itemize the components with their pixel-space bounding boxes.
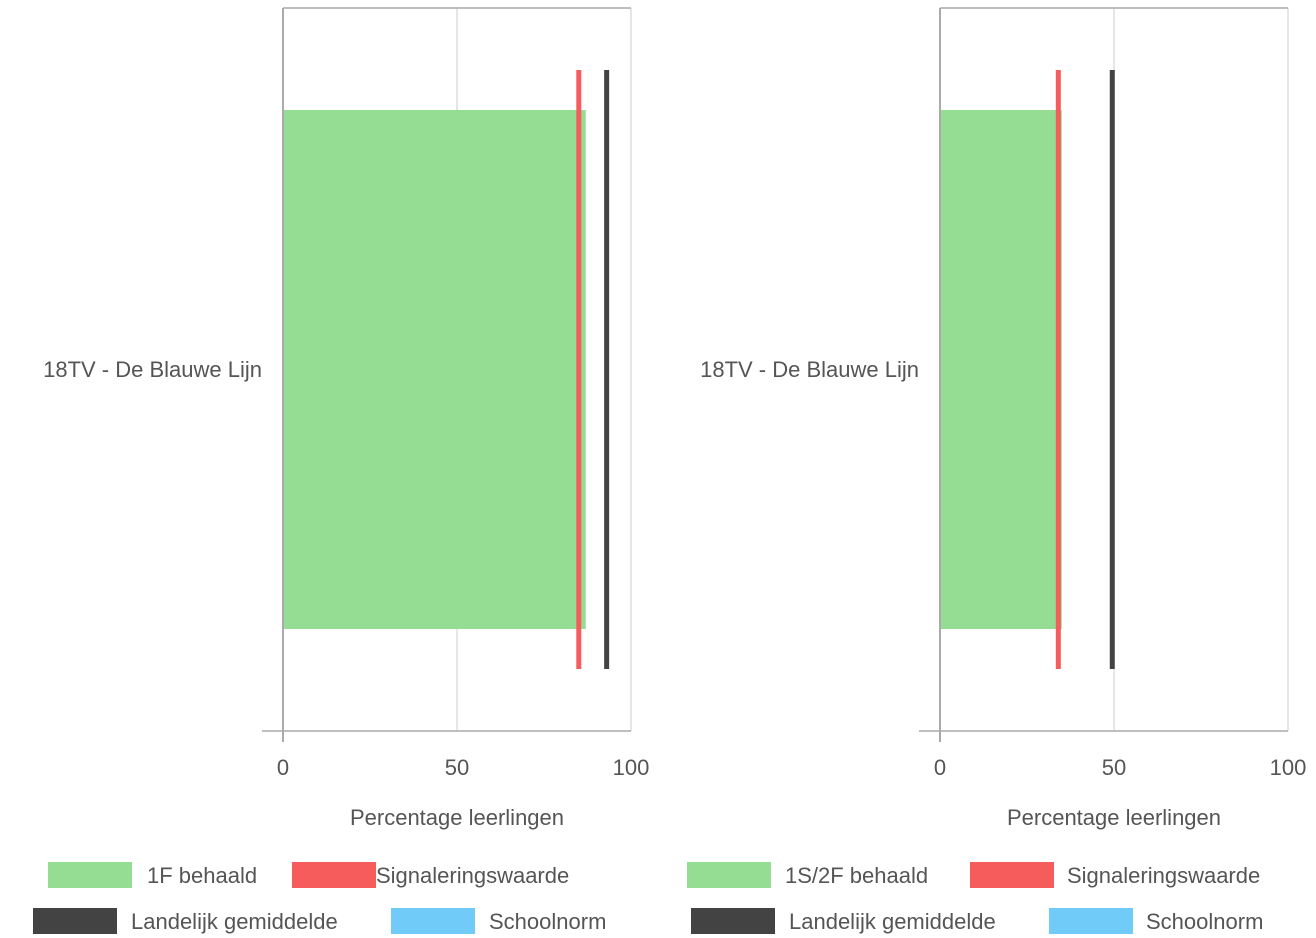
- chart-1-x-axis-title: Percentage leerlingen: [350, 805, 564, 830]
- chart-1-bar-achieved[interactable]: [284, 110, 586, 629]
- chart-2-category-label: 18TV - De Blauwe Lijn: [700, 357, 919, 382]
- chart-1-tick-labels: 0 50 100: [277, 755, 649, 780]
- chart-1-legend-label-achieved: 1F behaald: [147, 863, 257, 888]
- chart-2-legend-swatch-achieved: [687, 862, 771, 888]
- chart-1-tick-label: 0: [277, 755, 289, 780]
- chart-1-markers: [576, 70, 610, 669]
- chart-1-marker-landelijk-gemiddelde[interactable]: [604, 70, 610, 669]
- chart-1-legend-label-schoolnorm: Schoolnorm: [489, 909, 606, 934]
- chart-2-legend-label-achieved: 1S/2F behaald: [785, 863, 928, 888]
- chart-1-legend-swatch-signaleringswaarde: [292, 862, 376, 888]
- chart-1-legend-item-landelijk-gemiddelde[interactable]: Landelijk gemiddelde: [33, 908, 338, 934]
- chart-2-legend-item-landelijk-gemiddelde[interactable]: Landelijk gemiddelde: [691, 908, 996, 934]
- chart-1-tick-label: 100: [613, 755, 650, 780]
- chart-2-legend-swatch-landelijk-gemiddelde: [691, 908, 775, 934]
- chart-2-legend-swatch-signaleringswaarde: [970, 862, 1054, 888]
- chart-1-legend-label-signaleringswaarde: Signaleringswaarde: [376, 863, 569, 888]
- chart-2-tick-labels: 0 50 100: [934, 755, 1306, 780]
- chart-1-legend-label-landelijk-gemiddelde: Landelijk gemiddelde: [131, 909, 338, 934]
- chart-2-tick-label: 0: [934, 755, 946, 780]
- chart-1-legend-swatch-schoolnorm: [391, 908, 475, 934]
- chart-1-legend-item-achieved[interactable]: 1F behaald: [48, 862, 257, 888]
- chart-1-legend-swatch-achieved: [48, 862, 132, 888]
- chart-2-legend-label-signaleringswaarde: Signaleringswaarde: [1067, 863, 1260, 888]
- chart-2-bar-achieved[interactable]: [941, 110, 1062, 629]
- chart-2-marker-landelijk-gemiddelde[interactable]: [1109, 70, 1115, 669]
- chart-2-tick-label: 50: [1102, 755, 1126, 780]
- chart-2-legend-label-schoolnorm: Schoolnorm: [1146, 909, 1263, 934]
- chart-1-axes: [262, 7, 631, 742]
- chart-2-bars: [941, 110, 1062, 629]
- chart-2-legend-item-signaleringswaarde[interactable]: Signaleringswaarde: [970, 862, 1260, 888]
- chart-2-gridlines: [1113, 8, 1289, 731]
- chart-1-legend-swatch-landelijk-gemiddelde: [33, 908, 117, 934]
- chart-2-legend-item-achieved[interactable]: 1S/2F behaald: [687, 862, 928, 888]
- chart-2-legend[interactable]: 1S/2F behaald Signaleringswaarde Landelijk…: [687, 862, 1263, 934]
- chart-2-legend-swatch-schoolnorm: [1049, 908, 1133, 934]
- chart-1-tick-label: 50: [445, 755, 469, 780]
- chart-2-legend-label-landelijk-gemiddelde: Landelijk gemiddelde: [789, 909, 996, 934]
- chart-1-bars: [284, 110, 586, 629]
- chart-1-legend-item-schoolnorm[interactable]: Schoolnorm: [391, 908, 606, 934]
- chart-2-1s2f: 18TV - De Blauwe Lijn 0 50 100 Percentage …: [687, 7, 1306, 934]
- chart-2-marker-signaleringswaarde[interactable]: [1055, 70, 1061, 669]
- chart-1-marker-signaleringswaarde[interactable]: [576, 70, 582, 669]
- chart-2-axes: [919, 7, 1288, 742]
- chart-1-1f: 18TV - De Blauwe Lijn 0 50 100 Percentage …: [33, 7, 649, 934]
- chart-2-x-axis-title: Percentage leerlingen: [1007, 805, 1221, 830]
- chart-2-legend-item-schoolnorm[interactable]: Schoolnorm: [1049, 908, 1263, 934]
- chart-1-category-label: 18TV - De Blauwe Lijn: [43, 357, 262, 382]
- chart-1-legend[interactable]: 1F behaald Signaleringswaarde Landelijk ge…: [33, 862, 606, 934]
- chart-2-markers: [1055, 70, 1115, 669]
- chart-2-tick-label: 100: [1270, 755, 1307, 780]
- chart-1-legend-item-signaleringswaarde[interactable]: Signaleringswaarde: [292, 862, 569, 888]
